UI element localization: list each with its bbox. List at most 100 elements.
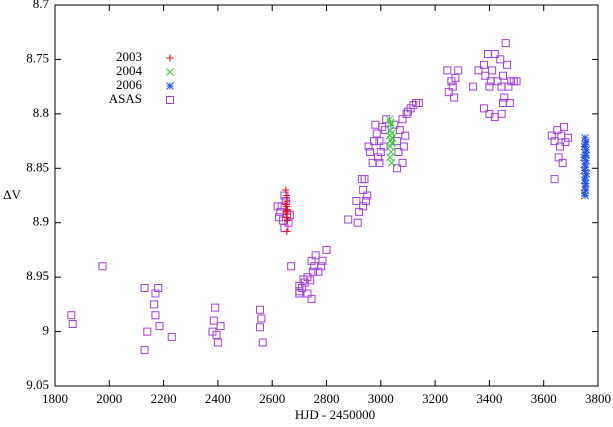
y-tick-label: 8.8 bbox=[33, 105, 49, 120]
point bbox=[307, 294, 316, 303]
x-tick-label: 3400 bbox=[476, 391, 502, 406]
y-tick-label: 9.05 bbox=[26, 377, 49, 392]
y-tick-label: 9 bbox=[43, 323, 50, 338]
point bbox=[393, 164, 402, 173]
point bbox=[564, 133, 573, 142]
point bbox=[554, 153, 563, 162]
point bbox=[364, 142, 373, 151]
point bbox=[388, 133, 397, 142]
point bbox=[371, 120, 380, 129]
point bbox=[283, 202, 291, 210]
point bbox=[485, 109, 494, 118]
point bbox=[402, 109, 411, 118]
point bbox=[390, 120, 399, 129]
point bbox=[154, 284, 163, 293]
point bbox=[359, 202, 368, 211]
point bbox=[398, 158, 407, 167]
point bbox=[273, 202, 282, 211]
legend-label: 2006 bbox=[116, 77, 143, 92]
point bbox=[398, 115, 407, 124]
point bbox=[282, 213, 290, 221]
point bbox=[582, 151, 590, 160]
point bbox=[365, 147, 374, 156]
x-tick-label: 2800 bbox=[314, 391, 340, 406]
point bbox=[300, 278, 309, 287]
x-tick-label: 2200 bbox=[151, 391, 177, 406]
point bbox=[581, 163, 590, 172]
point bbox=[451, 73, 460, 82]
point bbox=[374, 153, 383, 162]
y-tick-label: 8.95 bbox=[26, 268, 49, 283]
point bbox=[375, 137, 384, 146]
point bbox=[283, 197, 291, 205]
point bbox=[387, 158, 396, 167]
point bbox=[386, 118, 395, 127]
point bbox=[284, 218, 293, 227]
point bbox=[581, 179, 590, 188]
point bbox=[98, 262, 107, 271]
legend-symbol bbox=[166, 54, 174, 62]
point bbox=[140, 346, 149, 355]
legend-label: 2004 bbox=[116, 63, 143, 78]
point bbox=[581, 138, 590, 147]
point bbox=[409, 101, 418, 110]
point bbox=[412, 98, 421, 107]
x-tick-label: 3600 bbox=[531, 391, 557, 406]
point bbox=[490, 49, 499, 58]
point bbox=[547, 131, 556, 140]
point bbox=[500, 93, 509, 102]
point bbox=[295, 287, 304, 296]
point bbox=[555, 142, 564, 151]
point bbox=[322, 245, 331, 254]
point bbox=[283, 217, 291, 225]
point bbox=[581, 173, 590, 181]
point bbox=[394, 147, 403, 156]
point bbox=[484, 49, 493, 58]
point bbox=[257, 314, 266, 323]
point bbox=[581, 160, 589, 168]
point bbox=[167, 333, 176, 342]
point bbox=[474, 66, 483, 75]
point bbox=[561, 138, 570, 147]
point bbox=[485, 82, 494, 91]
point bbox=[496, 55, 505, 64]
point bbox=[283, 210, 292, 219]
point bbox=[359, 186, 368, 195]
point bbox=[498, 71, 507, 80]
point bbox=[479, 60, 488, 69]
point bbox=[352, 196, 361, 205]
point bbox=[150, 300, 159, 309]
point bbox=[211, 303, 220, 312]
point bbox=[209, 316, 218, 325]
point bbox=[258, 338, 267, 347]
point bbox=[581, 133, 589, 142]
point bbox=[361, 196, 370, 205]
point bbox=[469, 82, 478, 91]
point bbox=[450, 93, 459, 102]
point bbox=[303, 273, 312, 282]
point bbox=[403, 107, 412, 116]
point bbox=[283, 227, 291, 235]
x-tick-label: 2000 bbox=[96, 391, 122, 406]
point bbox=[395, 126, 404, 135]
point bbox=[448, 82, 457, 91]
point bbox=[550, 137, 559, 146]
point bbox=[557, 131, 566, 140]
point bbox=[512, 77, 521, 86]
point bbox=[68, 319, 77, 328]
point bbox=[311, 251, 320, 260]
point bbox=[151, 289, 160, 298]
point bbox=[282, 192, 290, 199]
point bbox=[507, 77, 516, 86]
point bbox=[447, 77, 456, 86]
point bbox=[581, 182, 589, 191]
point bbox=[213, 338, 222, 347]
point bbox=[582, 145, 591, 154]
legend-label: 2003 bbox=[116, 49, 142, 64]
y-tick-label: 8.85 bbox=[26, 159, 49, 174]
point bbox=[414, 98, 423, 107]
point bbox=[368, 158, 377, 167]
point bbox=[497, 82, 506, 91]
y-axis-label: ΔV bbox=[3, 187, 21, 202]
